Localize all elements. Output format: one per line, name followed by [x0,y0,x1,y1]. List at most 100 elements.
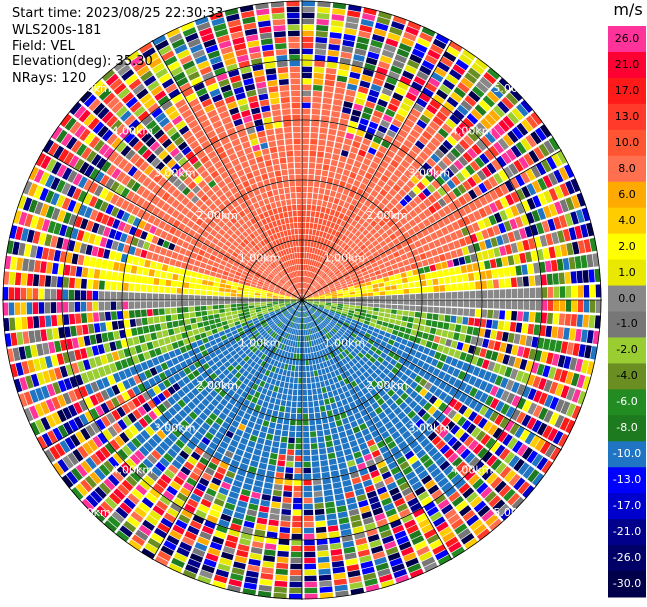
gate-cell [273,385,279,393]
gate-cell [386,179,396,188]
gate-cell [262,340,269,347]
gate-cell [235,428,244,437]
gate-cell [182,300,189,307]
gate-cell [293,497,302,504]
gate-cell [571,388,582,403]
gate-cell [452,199,462,209]
gate-cell [542,247,550,260]
gate-cell [448,398,458,408]
gate-cell [309,156,316,163]
gate-cell [48,341,56,354]
gate-cell [275,309,281,314]
gate-cell [412,444,423,454]
gate-cell [361,447,371,456]
gate-cell [401,445,411,455]
gate-cell [249,388,256,396]
gate-cell [345,329,352,335]
gate-cell [370,318,377,324]
gate-cell [337,247,343,254]
gate-cell [45,158,57,172]
gate-cell [176,547,190,558]
gate-cell [179,247,187,255]
gate-cell [333,279,339,284]
gate-cell [345,22,359,30]
gate-cell [286,455,294,462]
gate-cell [63,421,74,435]
gate-cell [451,291,458,299]
gate-cell [360,143,369,152]
gate-cell [318,139,326,146]
gate-cell [347,267,354,273]
gate-cell [370,115,381,124]
gate-cell [357,241,364,248]
gate-cell [413,317,420,324]
gate-cell [416,181,426,191]
gate-cell [152,483,165,494]
gate-cell [467,67,481,80]
gate-cell [121,391,131,402]
gate-cell [498,169,509,182]
gate-cell [510,408,521,421]
gate-cell [306,371,311,378]
gate-cell [216,446,226,455]
gate-cell [56,353,65,366]
gate-cell [170,307,177,314]
gate-cell [176,238,184,247]
gate-cell [344,355,351,363]
gate-cell [422,332,429,340]
gate-cell [370,39,384,49]
gate-cell [395,278,403,285]
gate-cell [62,302,69,313]
gate-cell [92,368,101,380]
gate-cell [379,330,386,336]
gate-cell [130,511,144,523]
gate-cell [98,312,106,322]
gate-cell [343,262,350,268]
gate-cell [322,310,329,315]
gate-cell [564,271,571,284]
gate-cell [402,70,415,80]
gate-cell [76,325,83,336]
gate-cell [330,307,337,311]
gate-cell [304,341,307,348]
gate-cell [388,426,397,435]
gate-cell [304,551,316,558]
gate-cell [306,377,311,384]
gate-cell [221,320,228,326]
gate-cell [336,322,342,328]
gate-cell [505,289,512,299]
gate-cell [324,318,330,324]
gate-cell [228,425,237,434]
gate-cell [15,226,24,241]
gate-cell [407,20,422,31]
gate-cell [302,96,311,103]
gate-cell [513,458,525,472]
gate-cell [548,246,556,259]
gate-cell [117,221,126,232]
gate-cell [309,265,313,272]
gate-cell [328,338,334,345]
gate-cell [284,473,293,480]
gate-cell [328,322,335,328]
gate-cell [403,294,410,300]
gate-cell [270,359,276,366]
gate-cell [65,364,74,376]
gate-cell [453,390,463,400]
gate-cell [272,325,278,331]
gate-cell [434,148,445,159]
gate-cell [374,243,382,251]
gate-cell [317,199,323,206]
gate-cell [333,572,347,580]
gate-cell [362,257,369,264]
gate-cell [361,13,376,22]
gate-cell [401,351,409,359]
gate-cell [529,287,536,299]
gate-cell [304,593,318,600]
gate-cell [427,306,434,313]
gate-cell [412,507,425,518]
gate-cell [233,278,240,283]
gate-cell [341,283,347,287]
gate-cell [302,198,307,205]
gate-cell [424,54,438,66]
gate-cell [310,443,318,450]
